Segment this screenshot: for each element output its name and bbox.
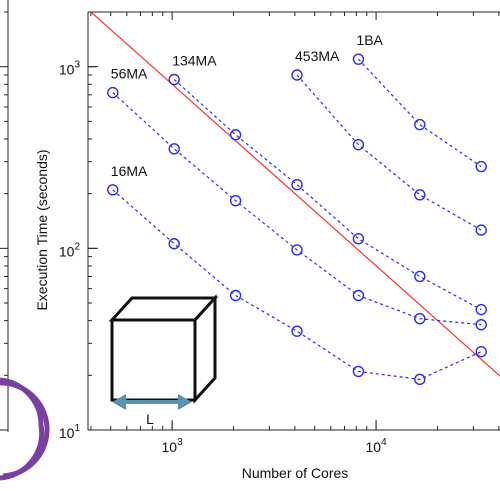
y-axis-label: Execution Time (seconds) (34, 149, 50, 310)
data-point (353, 234, 363, 244)
data-point (292, 326, 302, 336)
data-point (415, 190, 425, 200)
x-tick-label-base: 10 (366, 439, 382, 455)
chart: Number of Cores Execution Time (seconds)… (0, 0, 500, 491)
series-label: 56MA (111, 66, 148, 82)
series-label: 1BA (356, 32, 383, 48)
series-line (297, 75, 481, 230)
series-line (113, 93, 481, 325)
data-point (169, 239, 179, 249)
y-tick-label: 103 (59, 60, 81, 78)
series-line (174, 80, 481, 310)
data-point (169, 144, 179, 154)
data-point (415, 120, 425, 130)
data-point (292, 180, 302, 190)
y-tick-label-base: 10 (59, 62, 75, 78)
data-point (415, 271, 425, 281)
y-tick-label: 102 (59, 241, 81, 259)
x-axis-label: Number of Cores (242, 465, 349, 481)
series-line (358, 59, 481, 166)
page: {"chart_data": { "type": "line", "xlabel… (0, 0, 500, 491)
cube-icon (112, 298, 215, 400)
y-tick-label-base: 10 (59, 425, 75, 441)
x-tick-label-exponent: 4 (381, 437, 387, 448)
y-tick-label-exponent: 2 (74, 241, 80, 252)
y-tick-label-exponent: 1 (74, 423, 80, 434)
y-tick-label-exponent: 3 (74, 60, 80, 71)
data-point (231, 130, 241, 140)
x-tick-label-base: 10 (162, 439, 178, 455)
diagram-label: L (146, 411, 154, 427)
series-label: 134MA (172, 53, 217, 69)
x-tick-label-exponent: 3 (177, 437, 183, 448)
data-point (476, 347, 486, 357)
y-tick-label: 101 (59, 423, 81, 441)
x-tick-label: 103 (162, 437, 184, 455)
series-label: 453MA (295, 48, 340, 64)
y-tick-label-base: 10 (59, 243, 75, 259)
series-label: 16MA (111, 163, 148, 179)
x-tick-label: 104 (366, 437, 388, 455)
